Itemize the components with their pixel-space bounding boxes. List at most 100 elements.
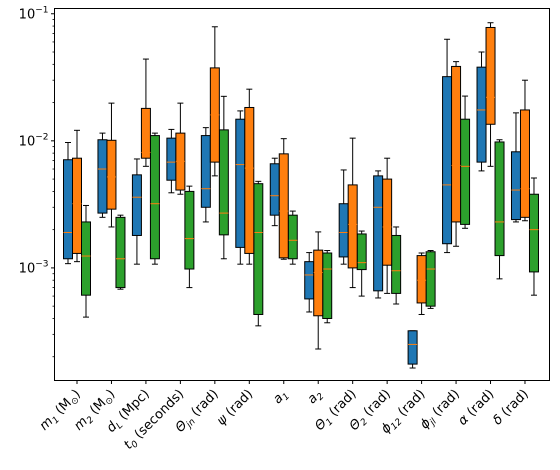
y-tick-exponent: −2 [35, 132, 48, 142]
box-1-series-2 [72, 129, 82, 263]
box-6-series-1 [235, 110, 246, 265]
x-category-label: m2 (M⊙) [71, 387, 119, 435]
iqr-box [407, 330, 418, 365]
box-9-series-2 [347, 137, 358, 289]
box-12-series-2 [451, 61, 462, 247]
y-axis: 10−310−210−1 [19, 5, 55, 358]
box-9-series-1 [338, 169, 349, 265]
box-13-series-3 [494, 139, 505, 280]
x-category-label: α (rad) [455, 387, 497, 429]
box-4-series-2 [175, 102, 186, 195]
iqr-box [519, 109, 530, 218]
box-14-series-2 [519, 79, 530, 222]
box-6-series-3 [253, 180, 264, 327]
y-tick-base: 10 [19, 7, 36, 22]
category-unit: (rad) [358, 387, 394, 423]
box-7-series-1 [269, 157, 280, 227]
box-7-series-2 [278, 138, 289, 260]
category-subscript: L [115, 421, 126, 432]
box-3-series-2 [140, 58, 151, 167]
iqr-box [304, 261, 315, 300]
box-5-series-2 [209, 26, 220, 177]
iqr-box [485, 26, 496, 125]
box-13-series-2 [485, 22, 496, 167]
box-5-series-1 [200, 127, 211, 223]
category-subscript: 2 [359, 417, 370, 428]
iqr-box [278, 153, 289, 259]
iqr-box [253, 183, 264, 315]
iqr-box [63, 159, 73, 260]
box-11-series-3 [425, 250, 436, 309]
box-3-series-3 [149, 132, 160, 265]
box-7-series-3 [287, 210, 298, 265]
box-4-series-1 [166, 128, 177, 194]
box-8-series-1 [304, 252, 315, 313]
category-subscript: 1 [281, 392, 292, 403]
iqr-box [476, 66, 487, 163]
x-category-label: a1 [270, 387, 292, 409]
box-2-series-2 [106, 102, 117, 228]
x-category-label: ψ (rad) [214, 387, 256, 429]
category-unit: (rad) [496, 387, 532, 423]
iqr-box [510, 151, 521, 221]
iqr-box [494, 141, 505, 257]
iqr-box [97, 139, 108, 214]
y-tick-label: 10−3 [19, 259, 49, 276]
iqr-box [442, 76, 453, 245]
box-14-series-1 [510, 112, 521, 223]
iqr-box [528, 193, 539, 273]
box-2-series-1 [97, 132, 108, 218]
box-3-series-1 [131, 158, 142, 265]
category-subscript: 1 [324, 417, 335, 428]
iqr-box [269, 163, 280, 216]
iqr-box [235, 118, 246, 248]
iqr-box [416, 255, 427, 304]
iqr-box [244, 106, 255, 254]
category-subscript: 2 [85, 415, 96, 426]
iqr-box [313, 249, 324, 317]
y-tick-exponent: −1 [35, 5, 48, 15]
y-tick-label: 10−1 [19, 5, 49, 22]
iqr-box [425, 251, 436, 307]
box-11-series-2 [416, 252, 427, 315]
box-6-series-2 [244, 88, 255, 265]
iqr-box [382, 178, 393, 266]
y-tick-base: 10 [19, 261, 36, 276]
x-category-label: a2 [305, 387, 327, 409]
iqr-box [322, 252, 333, 319]
box-1-series-3 [81, 204, 91, 318]
boxes-layer [63, 22, 539, 369]
iqr-box [166, 137, 177, 181]
box-12-series-3 [460, 95, 471, 229]
box-14-series-3 [528, 177, 539, 296]
box-8-series-3 [322, 250, 333, 324]
category-subscript: 2 [315, 391, 326, 402]
box-5-series-3 [218, 95, 229, 260]
box-13-series-1 [476, 51, 487, 172]
y-tick-label: 10−2 [19, 132, 49, 149]
box-1-series-1 [63, 142, 73, 265]
iqr-box [106, 139, 117, 210]
iqr-box [72, 157, 82, 254]
category-subscript: 1 [51, 415, 62, 426]
box-10-series-2 [382, 157, 393, 294]
iqr-box [149, 135, 160, 260]
box-10-series-3 [391, 226, 402, 305]
y-tick-exponent: −3 [35, 259, 48, 269]
iqr-box [200, 135, 211, 208]
iqr-box [140, 107, 151, 159]
iqr-box [218, 129, 229, 236]
iqr-box [460, 118, 471, 225]
iqr-box [81, 221, 91, 296]
box-4-series-3 [184, 185, 195, 289]
box-12-series-1 [442, 38, 453, 254]
iqr-box [356, 233, 367, 271]
category-subscript: 0 [130, 439, 141, 450]
x-category-label: δ (rad) [490, 387, 532, 429]
iqr-box [287, 214, 298, 260]
iqr-box [451, 65, 462, 223]
iqr-box [115, 216, 126, 289]
box-8-series-2 [313, 231, 324, 350]
iqr-box [184, 190, 195, 270]
